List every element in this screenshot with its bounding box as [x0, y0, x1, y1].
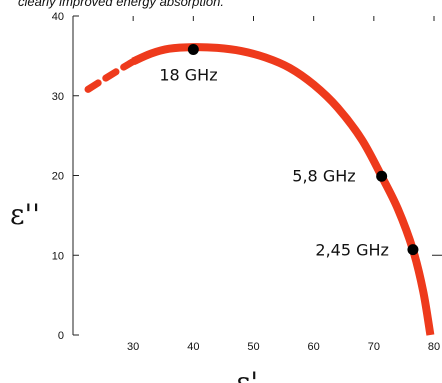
point-label: 2,45 GHz: [315, 241, 389, 260]
series-line: [131, 43, 435, 336]
data-point: [376, 170, 388, 182]
series-line-dashed: [84, 57, 137, 93]
y-tick-label: 30: [52, 91, 64, 103]
point-label: 5,8 GHz: [292, 166, 355, 185]
y-tick-label: 0: [58, 330, 64, 342]
y-tick-label: 10: [52, 250, 64, 262]
x-axis-title: ε': [236, 366, 258, 383]
x-tick-label: 40: [187, 341, 199, 353]
data-point: [187, 43, 199, 55]
x-tick-label: 80: [428, 341, 440, 353]
chart-caption: clearly improved energy absorption.: [18, 0, 224, 9]
point-label: 18 GHz: [159, 65, 217, 84]
data-point: [407, 244, 419, 256]
chart-ticks: 30 40 50 60 70 80 0 10 20 30 40: [52, 11, 442, 353]
chart-curve-group: [84, 43, 435, 336]
chart-axis-titles: ε'' ε': [10, 198, 258, 383]
x-tick-label: 30: [127, 341, 139, 353]
x-tick-label: 60: [308, 341, 320, 353]
y-tick-label: 40: [52, 11, 64, 23]
chart-points: 18 GHz 5,8 GHz 2,45 GHz: [159, 43, 419, 260]
x-tick-label: 50: [247, 341, 259, 353]
y-axis-title: ε'': [10, 198, 40, 231]
x-tick-label: 70: [368, 341, 380, 353]
y-tick-label: 20: [52, 171, 64, 183]
